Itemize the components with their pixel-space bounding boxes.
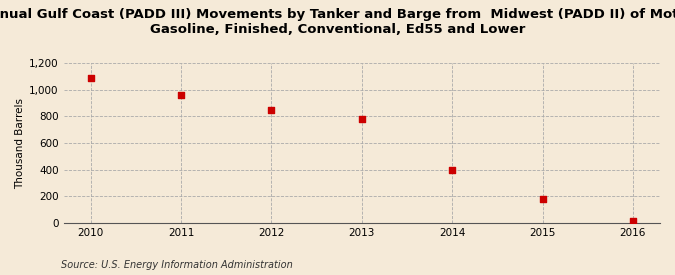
Text: Source: U.S. Energy Information Administration: Source: U.S. Energy Information Administ… — [61, 260, 292, 270]
Point — [176, 93, 186, 97]
Point — [85, 76, 96, 80]
Point — [447, 167, 458, 172]
Point — [537, 197, 548, 202]
Text: Annual Gulf Coast (PADD III) Movements by Tanker and Barge from  Midwest (PADD I: Annual Gulf Coast (PADD III) Movements b… — [0, 8, 675, 36]
Point — [266, 107, 277, 112]
Y-axis label: Thousand Barrels: Thousand Barrels — [15, 98, 25, 189]
Point — [628, 219, 639, 224]
Point — [356, 117, 367, 121]
